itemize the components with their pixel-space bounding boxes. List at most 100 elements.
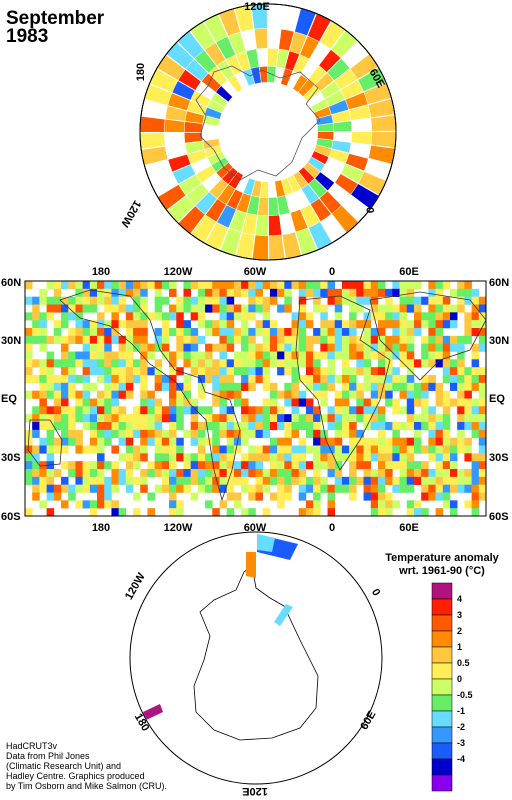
anomaly-cell bbox=[233, 390, 242, 399]
anomaly-cell bbox=[370, 492, 379, 501]
anomaly-cell bbox=[169, 508, 177, 517]
anomaly-cell bbox=[53, 437, 62, 446]
north-cell bbox=[150, 69, 178, 93]
anomaly-cell bbox=[183, 390, 191, 399]
anomaly-cell bbox=[61, 296, 69, 305]
anomaly-cell bbox=[442, 351, 451, 360]
anomaly-cell bbox=[205, 359, 213, 368]
anomaly-cell bbox=[349, 437, 357, 446]
north-label-0: 0 bbox=[365, 207, 377, 213]
anomaly-cell bbox=[111, 320, 119, 329]
anomaly-cell bbox=[349, 429, 357, 438]
anomaly-cell bbox=[133, 461, 141, 470]
anomaly-cell bbox=[219, 429, 227, 438]
anomaly-cell bbox=[421, 320, 429, 329]
north-cell bbox=[316, 115, 333, 125]
anomaly-cell bbox=[39, 359, 47, 368]
lat-label-right: 30S bbox=[489, 452, 509, 464]
anomaly-cell bbox=[241, 335, 249, 344]
anomaly-cell bbox=[68, 429, 76, 438]
anomaly-cell bbox=[205, 437, 213, 446]
anomaly-cell bbox=[255, 304, 263, 313]
anomaly-cell bbox=[248, 382, 256, 391]
anomaly-cell bbox=[442, 359, 451, 368]
anomaly-cell bbox=[46, 469, 55, 478]
anomaly-cell bbox=[219, 461, 227, 470]
anomaly-cell bbox=[399, 343, 408, 352]
anomaly-cell bbox=[133, 453, 141, 462]
anomaly-cell bbox=[46, 335, 55, 344]
anomaly-cell bbox=[212, 281, 220, 290]
anomaly-cell bbox=[478, 469, 487, 478]
north-cell bbox=[178, 174, 202, 195]
anomaly-cell bbox=[269, 343, 278, 352]
anomaly-cell bbox=[464, 335, 472, 344]
north-cell bbox=[329, 100, 349, 115]
anomaly-cell bbox=[133, 281, 141, 290]
anomaly-cell bbox=[406, 281, 415, 290]
north-cell bbox=[204, 107, 222, 120]
anomaly-cell bbox=[298, 398, 307, 407]
anomaly-cell bbox=[25, 343, 33, 352]
anomaly-cell bbox=[334, 445, 343, 454]
anomaly-cell bbox=[406, 453, 415, 462]
anomaly-cell bbox=[298, 375, 307, 384]
anomaly-cell bbox=[320, 445, 328, 454]
anomaly-cell bbox=[75, 335, 83, 344]
north-cell bbox=[319, 49, 341, 72]
anomaly-cell bbox=[46, 351, 55, 360]
north-cell bbox=[329, 149, 349, 164]
anomaly-cell bbox=[428, 422, 436, 431]
anomaly-cell bbox=[89, 281, 98, 290]
anomaly-cell bbox=[219, 422, 227, 431]
anomaly-cell bbox=[111, 281, 119, 290]
anomaly-cell bbox=[154, 304, 163, 313]
anomaly-cell bbox=[233, 476, 242, 485]
anomaly-cell bbox=[320, 328, 328, 337]
north-cell bbox=[289, 32, 307, 55]
anomaly-cell bbox=[118, 320, 127, 329]
anomaly-cell bbox=[241, 367, 249, 376]
lat-label-right: EQ bbox=[489, 393, 505, 405]
anomaly-cell bbox=[53, 304, 62, 313]
anomaly-cell bbox=[46, 406, 55, 415]
anomaly-cell bbox=[212, 476, 220, 485]
north-cell bbox=[300, 204, 320, 228]
north-cell bbox=[371, 115, 396, 131]
anomaly-cell bbox=[161, 296, 170, 305]
anomaly-cell bbox=[219, 382, 227, 391]
anomaly-cell bbox=[377, 304, 386, 313]
anomaly-cell bbox=[298, 422, 307, 431]
anomaly-cell bbox=[334, 312, 343, 321]
anomaly-cell bbox=[377, 288, 386, 297]
anomaly-cell bbox=[183, 320, 191, 329]
anomaly-cell bbox=[61, 351, 69, 360]
anomaly-cell bbox=[406, 320, 415, 329]
anomaly-cell bbox=[464, 484, 472, 493]
north-cell bbox=[332, 205, 359, 233]
anomaly-cell bbox=[406, 461, 415, 470]
anomaly-cell bbox=[75, 476, 83, 485]
north-cell bbox=[172, 81, 195, 100]
anomaly-cell bbox=[75, 406, 83, 415]
anomaly-cell bbox=[169, 422, 177, 431]
anomaly-cell bbox=[385, 492, 393, 501]
legend-swatch bbox=[431, 598, 453, 616]
anomaly-cell bbox=[406, 469, 415, 478]
anomaly-cell bbox=[97, 461, 105, 470]
anomaly-cell bbox=[464, 375, 472, 384]
anomaly-cell bbox=[449, 375, 458, 384]
anomaly-cell bbox=[478, 390, 487, 399]
anomaly-cell bbox=[154, 445, 163, 454]
north-cell bbox=[314, 144, 332, 157]
north-cell bbox=[368, 99, 395, 118]
anomaly-cell bbox=[147, 422, 155, 431]
legend-tick: -3 bbox=[457, 738, 465, 748]
anomaly-cell bbox=[241, 304, 249, 313]
anomaly-cell bbox=[356, 281, 364, 290]
north-cell bbox=[314, 73, 334, 92]
anomaly-cell bbox=[413, 437, 422, 446]
anomaly-cell bbox=[320, 453, 328, 462]
africa-coastline bbox=[295, 295, 391, 471]
anomaly-cell bbox=[435, 281, 444, 290]
